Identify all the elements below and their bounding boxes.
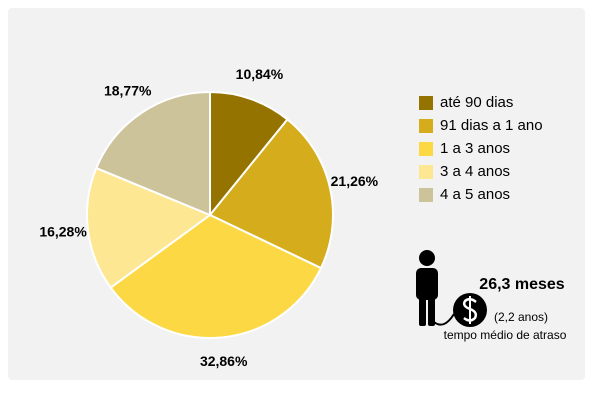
annotation-caption: tempo médio de atraso [444,328,567,342]
data-label: 18,77% [104,83,152,99]
data-label: 10,84% [236,66,284,82]
legend-swatch [419,165,433,179]
data-label: 32,86% [200,353,248,369]
legend-swatch [419,142,433,156]
data-label: 16,28% [39,223,87,239]
pie-slice [95,90,211,217]
legend-swatch [419,96,433,110]
pie-slice [209,90,289,218]
annotation-sub: (2,2 anos) [494,310,548,324]
legend-swatch [419,119,433,133]
pie-slice [208,118,334,270]
money-icon [433,293,487,327]
pie-slice [86,166,213,289]
legend-label: até 90 dias [440,94,513,111]
legend-label: 4 a 5 anos [440,186,510,203]
data-label: 21,26% [331,173,379,189]
legend-label: 1 a 3 anos [440,140,510,157]
legend-swatch [419,188,433,202]
legend-label: 3 a 4 anos [440,163,510,180]
annotation-value: 26,3 meses [479,276,565,293]
legend-label: 91 dias a 1 ano [440,117,543,134]
pie-slice [109,213,323,339]
person-icon [416,250,438,326]
